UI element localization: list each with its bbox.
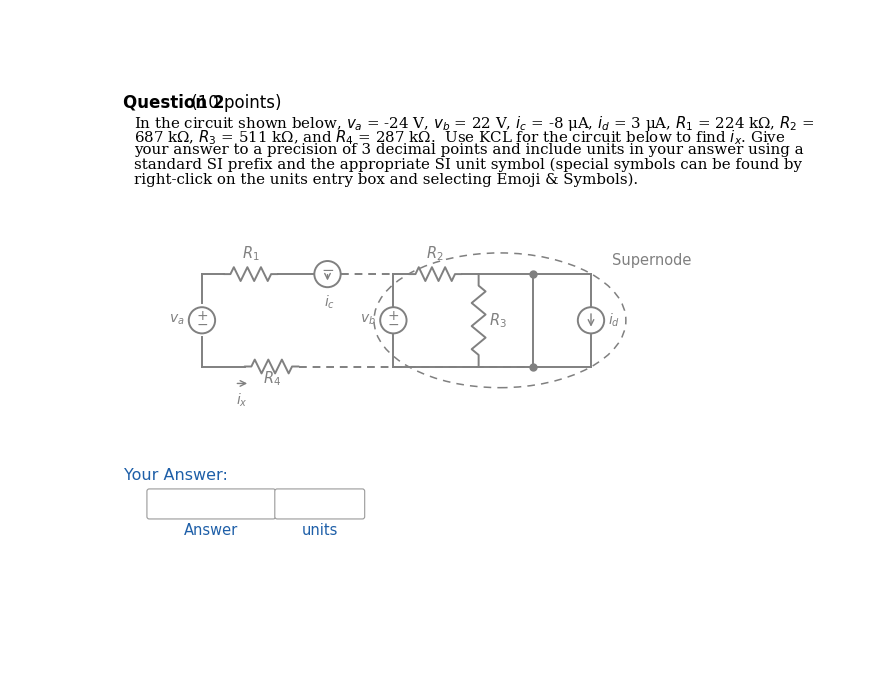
Text: −: − — [196, 318, 208, 332]
Text: $v_b$: $v_b$ — [361, 313, 377, 328]
Text: units: units — [301, 523, 338, 538]
Text: $i_x$: $i_x$ — [236, 392, 248, 409]
FancyBboxPatch shape — [275, 489, 365, 519]
Text: $R_4$: $R_4$ — [263, 369, 281, 388]
Text: 687 kΩ, $R_3$ = 511 kΩ, and $R_4$ = 287 kΩ.  Use KCL for the circuit below to fi: 687 kΩ, $R_3$ = 511 kΩ, and $R_4$ = 287 … — [133, 129, 785, 148]
Text: Supernode: Supernode — [612, 253, 691, 268]
Text: Answer: Answer — [184, 523, 239, 538]
Text: −: − — [321, 262, 334, 277]
Text: $R_2$: $R_2$ — [426, 245, 444, 263]
Text: right-click on the units entry box and selecting Emoji & Symbols).: right-click on the units entry box and s… — [133, 173, 638, 187]
Text: your answer to a precision of 3 decimal points and include units in your answer : your answer to a precision of 3 decimal … — [133, 143, 804, 157]
Text: −: − — [387, 318, 400, 332]
Text: $i_c$: $i_c$ — [324, 293, 335, 311]
Text: standard SI prefix and the appropriate SI unit symbol (special symbols can be fo: standard SI prefix and the appropriate S… — [133, 158, 802, 172]
FancyBboxPatch shape — [147, 489, 276, 519]
Text: +: + — [387, 309, 400, 323]
Text: (10 points): (10 points) — [187, 94, 282, 112]
Text: In the circuit shown below, $v_a$ = -24 V, $v_b$ = 22 V, $i_c$ = -8 μA, $i_d$ = : In the circuit shown below, $v_a$ = -24 … — [133, 114, 814, 133]
Text: $i_d$: $i_d$ — [608, 311, 621, 329]
Text: Question 2: Question 2 — [123, 94, 225, 112]
Text: $R_3$: $R_3$ — [490, 311, 507, 330]
Text: Your Answer:: Your Answer: — [125, 468, 228, 483]
Text: $R_1$: $R_1$ — [242, 245, 260, 263]
Text: $v_a$: $v_a$ — [170, 313, 185, 328]
Text: +: + — [196, 309, 208, 323]
